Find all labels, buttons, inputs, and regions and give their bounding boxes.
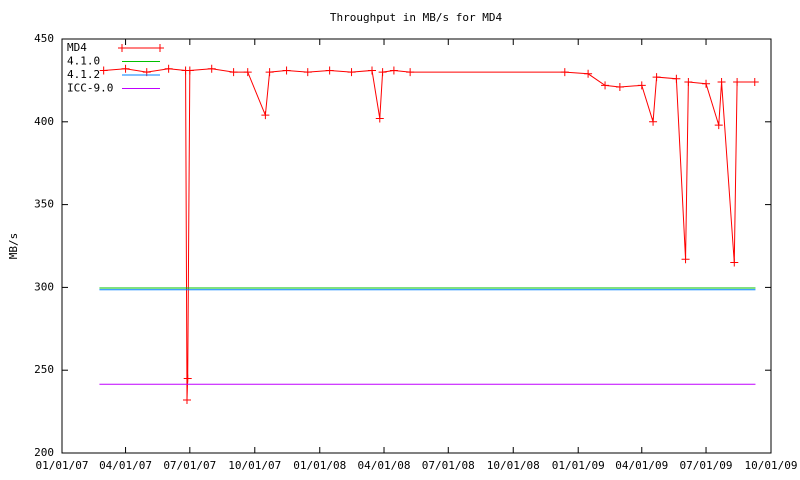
point-marker — [601, 81, 610, 90]
point-marker — [717, 78, 726, 87]
x-tick-label: 04/01/07 — [99, 459, 152, 472]
x-tick-label: 01/01/07 — [36, 459, 89, 472]
x-tick-label: 07/01/08 — [422, 459, 475, 472]
point-marker — [730, 258, 739, 267]
point-marker — [243, 68, 252, 77]
y-tick-label: 450 — [34, 32, 54, 45]
point-marker — [560, 68, 569, 77]
point-marker — [637, 81, 646, 90]
chart-title: Throughput in MB/s for MD4 — [330, 11, 503, 24]
point-marker — [368, 66, 377, 75]
legend-label: 4.1.0 — [67, 55, 100, 68]
point-marker — [183, 374, 192, 383]
y-tick-label: 350 — [34, 198, 54, 211]
point-marker — [684, 78, 693, 87]
x-tick-label: 04/01/08 — [358, 459, 411, 472]
series-line — [103, 68, 755, 401]
point-marker — [164, 64, 173, 73]
point-marker — [649, 117, 658, 126]
x-tick-label: 10/01/09 — [745, 459, 798, 472]
x-tick-label: 04/01/09 — [615, 459, 668, 472]
point-marker — [303, 68, 312, 77]
point-marker — [118, 44, 126, 52]
point-marker — [733, 78, 742, 87]
point-marker — [325, 66, 334, 75]
x-tick-label: 01/01/09 — [552, 459, 605, 472]
x-tick-label: 10/01/08 — [487, 459, 540, 472]
point-marker — [714, 121, 723, 130]
point-marker — [750, 78, 759, 87]
point-marker — [121, 64, 130, 73]
point-marker — [261, 111, 270, 120]
plot-frame — [61, 38, 772, 454]
legend-label: ICC-9.0 — [67, 82, 113, 95]
point-marker — [672, 74, 681, 83]
point-marker — [185, 66, 194, 75]
point-marker — [584, 69, 593, 78]
point-marker — [99, 66, 108, 75]
point-marker — [375, 114, 384, 123]
legend-label: MD4 — [67, 41, 87, 54]
y-tick-label: 200 — [34, 446, 54, 459]
y-axis-label: MB/s — [7, 233, 20, 260]
point-marker — [702, 79, 711, 88]
point-marker — [347, 68, 356, 77]
point-marker — [265, 68, 274, 77]
point-marker — [652, 73, 661, 82]
point-marker — [615, 83, 624, 92]
x-tick-label: 07/01/07 — [163, 459, 216, 472]
x-tick-label: 10/01/07 — [228, 459, 281, 472]
point-marker — [207, 64, 216, 73]
point-marker — [229, 68, 238, 77]
y-tick-label: 400 — [34, 115, 54, 128]
y-tick-label: 300 — [34, 280, 54, 293]
point-marker — [282, 66, 291, 75]
point-marker — [182, 396, 191, 405]
point-marker — [378, 68, 387, 77]
x-tick-label: 07/01/09 — [680, 459, 733, 472]
point-marker — [156, 44, 164, 52]
point-marker — [389, 66, 398, 75]
point-marker — [681, 255, 690, 264]
y-tick-label: 250 — [34, 363, 54, 376]
point-marker — [406, 68, 415, 77]
legend-label: 4.1.2 — [67, 68, 100, 81]
x-tick-label: 01/01/08 — [293, 459, 346, 472]
